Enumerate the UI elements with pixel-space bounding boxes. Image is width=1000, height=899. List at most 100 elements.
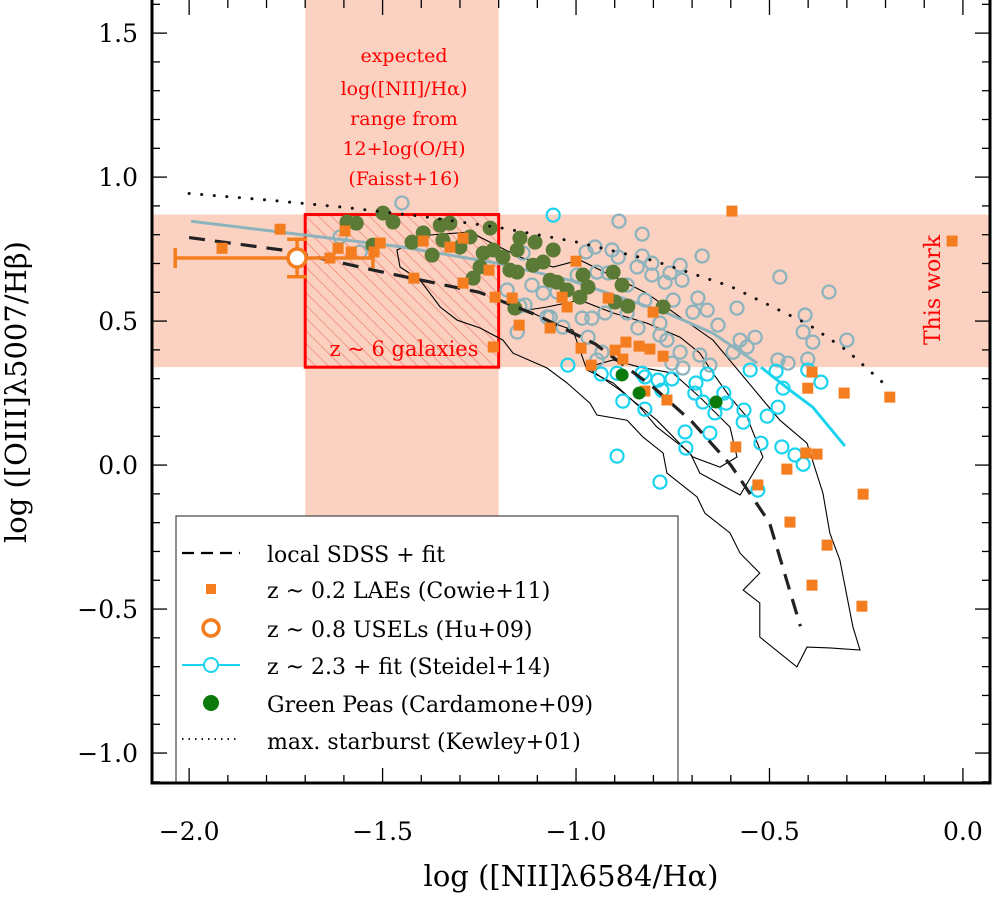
olive-filled-circle <box>495 249 511 265</box>
lae-square <box>661 394 673 406</box>
x-tick-label: 0.0 <box>943 817 983 846</box>
gray-open-circle <box>675 360 691 376</box>
legend-box <box>175 515 679 784</box>
usel-open-circle <box>286 247 308 269</box>
gray-open-circle <box>692 347 708 363</box>
olive-filled-circle <box>512 230 528 246</box>
gray-open-circle <box>739 339 755 355</box>
gray-open-circle <box>699 302 715 318</box>
lae-square <box>784 516 796 528</box>
gray-open-circle <box>589 264 605 280</box>
lae-square <box>216 242 228 254</box>
gray-open-circle <box>574 310 590 326</box>
gray-open-circle <box>795 324 811 340</box>
gray-open-circle <box>672 257 688 273</box>
gray-open-circle <box>578 244 594 260</box>
lae-square <box>544 322 556 334</box>
lae-square <box>821 539 833 551</box>
x-axis-label: log ([NII]λ6584/Hα) <box>424 859 719 893</box>
legend-label-kewley: max. starburst (Kewley+01) <box>267 730 581 755</box>
olive-filled-circle <box>620 298 636 314</box>
lae-square <box>417 235 429 247</box>
olive-filled-circle <box>404 234 420 250</box>
x-tick-label: −0.5 <box>739 817 800 846</box>
gray-open-circle <box>797 307 813 323</box>
gray-open-circle <box>821 284 837 300</box>
olive-filled-circle <box>527 234 543 250</box>
gray-open-circle <box>747 329 763 345</box>
annotations: expected log([NII]/Hα) range from 12+log… <box>329 45 946 361</box>
gray-open-circle <box>729 300 745 316</box>
lae-square <box>602 292 614 304</box>
gray-open-circle <box>584 310 600 326</box>
lae-square <box>644 343 656 355</box>
gray-open-circle <box>644 267 660 283</box>
gray-open-circle <box>674 272 690 288</box>
steidel-open-circle <box>593 366 609 382</box>
olive-filled-circle <box>509 242 525 258</box>
gray-open-circle <box>652 327 668 343</box>
gray-open-circle <box>772 269 788 285</box>
gray-open-circle <box>710 317 726 333</box>
lae-square <box>585 359 597 371</box>
steidel-open-circle <box>702 425 718 441</box>
lae-square <box>781 463 793 475</box>
olive-filled-circle <box>580 279 596 295</box>
olive-filled-circle <box>348 215 364 231</box>
steidel-open-circle <box>742 362 758 378</box>
gray-open-circle <box>690 290 706 306</box>
lae-square <box>617 353 629 365</box>
olive-filled-circle <box>545 242 561 258</box>
lae-square <box>838 387 850 399</box>
legend-cyan-circle-icon <box>203 657 219 673</box>
steidel-open-circle <box>678 440 694 456</box>
steidel-open-circle <box>716 385 732 401</box>
olive-filled-circle <box>535 254 551 270</box>
x-tick-label: −2.0 <box>159 817 220 846</box>
steidel-open-circle <box>753 435 769 451</box>
legend-label-usel: z ~ 0.8 USELs (Hu+09) <box>267 618 533 643</box>
legend-green-dot-icon <box>203 695 219 711</box>
lae-square <box>946 235 958 247</box>
y-tick-label: −1.0 <box>77 739 138 768</box>
steidel-open-circle <box>664 371 680 387</box>
lae-square <box>339 225 351 237</box>
lae-square <box>811 448 823 460</box>
x-tick-label: −1.5 <box>352 817 413 846</box>
steidel-open-circle <box>695 394 711 410</box>
lae-square <box>374 237 386 249</box>
gray-open-circle <box>685 304 701 320</box>
gray-open-circle <box>694 248 710 264</box>
lae-square <box>561 301 573 313</box>
gray-open-circle <box>611 213 627 229</box>
lae-square <box>556 291 568 303</box>
gray-open-circle <box>839 332 855 348</box>
y-tick-label: −0.5 <box>77 595 138 624</box>
gray-open-circle <box>524 277 540 293</box>
gray-open-circle <box>580 329 596 345</box>
steidel-fit-line <box>760 366 847 448</box>
lae-square <box>633 340 645 352</box>
lae-square <box>620 336 632 348</box>
olive-filled-circle <box>442 215 458 231</box>
lae-square <box>857 488 869 500</box>
olive-filled-circle <box>424 247 440 263</box>
steidel-open-circle <box>560 357 576 373</box>
steidel-open-circle <box>545 207 561 223</box>
legend-label-sdss: local SDSS + fit <box>267 543 445 568</box>
legend-label-lae: z ~ 0.2 LAEs (Cowie+11) <box>267 579 550 604</box>
lae-square <box>657 350 669 362</box>
lae-square <box>345 246 357 258</box>
green-pea-dot <box>615 368 629 382</box>
lae-square <box>647 306 659 318</box>
olive-filled-circle <box>465 270 481 286</box>
gray-open-circle <box>630 320 646 336</box>
gray-open-circle <box>702 357 718 373</box>
gray-open-circle <box>610 249 626 265</box>
gray-open-circle <box>805 334 821 350</box>
gray-open-circle <box>672 344 688 360</box>
olive-filled-circle <box>482 220 498 236</box>
lae-square <box>800 447 812 459</box>
steidel-open-circle <box>687 385 703 401</box>
y-axis-label: log ([OIII]λ5007/Hβ) <box>0 241 33 543</box>
